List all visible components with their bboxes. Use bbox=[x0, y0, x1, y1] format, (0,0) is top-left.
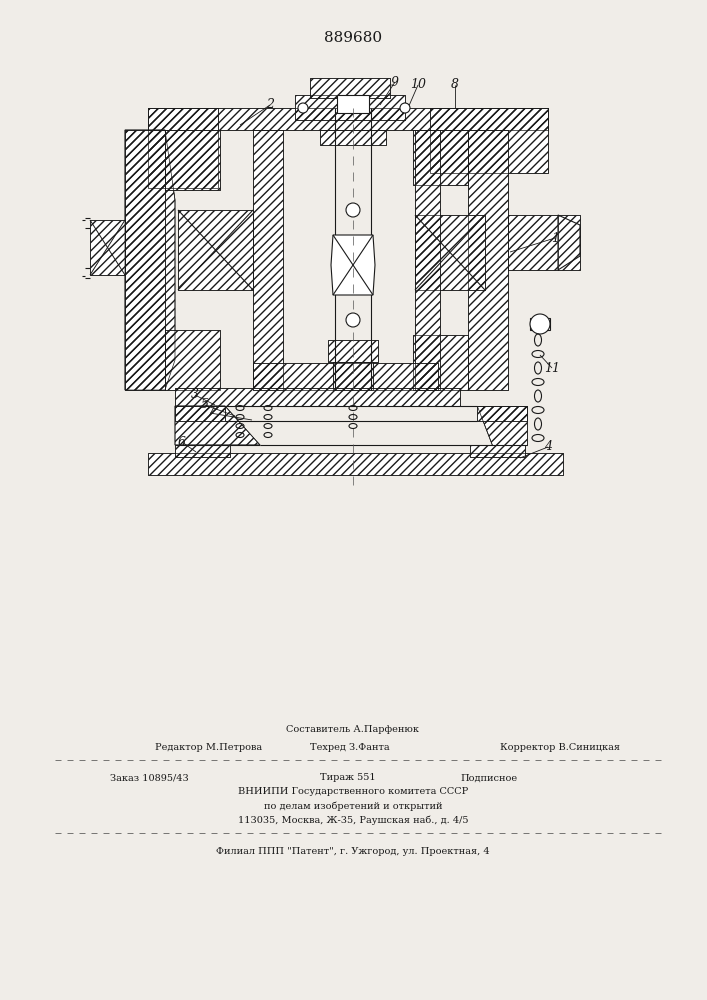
Bar bbox=[470, 445, 525, 457]
Bar bbox=[125, 130, 165, 390]
Text: 4: 4 bbox=[544, 440, 552, 454]
Bar bbox=[477, 406, 527, 421]
Bar bbox=[310, 78, 390, 98]
Polygon shape bbox=[125, 130, 175, 390]
Text: Составитель А.Парфенюк: Составитель А.Парфенюк bbox=[286, 726, 419, 734]
Bar bbox=[295, 95, 405, 120]
Bar bbox=[430, 108, 548, 173]
Bar bbox=[165, 330, 220, 390]
Text: Редактор М.Петрова: Редактор М.Петрова bbox=[155, 744, 262, 752]
Bar bbox=[530, 318, 550, 330]
Bar bbox=[558, 215, 580, 270]
Bar bbox=[477, 406, 527, 421]
Bar bbox=[320, 130, 386, 145]
Text: 11: 11 bbox=[544, 361, 560, 374]
Polygon shape bbox=[331, 235, 375, 295]
Bar bbox=[333, 362, 373, 390]
Bar bbox=[468, 130, 508, 390]
Bar bbox=[175, 406, 225, 421]
Bar bbox=[90, 220, 125, 275]
Text: Филиал ППП "Патент", г. Ужгород, ул. Проектная, 4: Филиал ППП "Патент", г. Ужгород, ул. Про… bbox=[216, 846, 490, 856]
Bar bbox=[413, 130, 468, 185]
Bar bbox=[468, 130, 508, 390]
Text: по делам изобретений и открытий: по делам изобретений и открытий bbox=[264, 801, 443, 811]
Bar bbox=[253, 130, 283, 390]
Bar bbox=[320, 130, 386, 145]
Text: 2: 2 bbox=[266, 99, 274, 111]
Bar bbox=[253, 363, 438, 390]
Bar bbox=[415, 215, 485, 290]
Bar bbox=[253, 130, 283, 390]
Bar bbox=[337, 95, 369, 113]
Bar bbox=[148, 453, 563, 475]
Bar bbox=[175, 445, 230, 457]
Polygon shape bbox=[477, 406, 527, 445]
Bar bbox=[165, 330, 220, 390]
Circle shape bbox=[400, 103, 410, 113]
Bar bbox=[413, 335, 468, 390]
Bar bbox=[508, 215, 558, 270]
Bar bbox=[175, 406, 225, 421]
Text: 7: 7 bbox=[206, 406, 214, 420]
Bar bbox=[90, 220, 125, 275]
Bar bbox=[310, 78, 390, 98]
Polygon shape bbox=[558, 215, 580, 270]
Bar bbox=[175, 388, 460, 406]
Text: 5: 5 bbox=[201, 398, 209, 412]
Text: Техред З.Фанта: Техред З.Фанта bbox=[310, 744, 390, 752]
Text: 6: 6 bbox=[178, 436, 186, 448]
Text: 3: 3 bbox=[191, 388, 199, 401]
Bar bbox=[413, 335, 468, 390]
Bar bbox=[175, 445, 230, 457]
Bar bbox=[470, 445, 525, 457]
Bar bbox=[253, 363, 438, 390]
Bar bbox=[165, 130, 220, 190]
Circle shape bbox=[346, 313, 360, 327]
Circle shape bbox=[298, 103, 308, 113]
Bar bbox=[125, 130, 165, 390]
Bar bbox=[148, 453, 563, 475]
Bar bbox=[333, 362, 373, 390]
Text: ВНИИПИ Государственного комитета СССР: ВНИИПИ Государственного комитета СССР bbox=[238, 788, 468, 796]
Bar bbox=[328, 340, 378, 362]
Text: 8: 8 bbox=[451, 79, 459, 92]
Text: 9: 9 bbox=[391, 76, 399, 89]
Bar bbox=[415, 130, 440, 390]
Bar bbox=[413, 130, 468, 185]
Polygon shape bbox=[175, 406, 260, 445]
Text: 1: 1 bbox=[551, 232, 559, 244]
Bar bbox=[165, 130, 220, 190]
Text: Заказ 10895/43: Заказ 10895/43 bbox=[110, 774, 189, 782]
Bar bbox=[508, 215, 558, 270]
Text: 10: 10 bbox=[410, 79, 426, 92]
Text: 113035, Москва, Ж-35, Раушская наб., д. 4/5: 113035, Москва, Ж-35, Раушская наб., д. … bbox=[238, 815, 468, 825]
Bar bbox=[328, 340, 378, 362]
Circle shape bbox=[346, 203, 360, 217]
Bar bbox=[178, 210, 253, 290]
Text: Подписное: Подписное bbox=[460, 774, 517, 782]
Bar bbox=[415, 215, 485, 290]
Bar bbox=[175, 388, 460, 406]
Bar bbox=[148, 108, 218, 188]
Text: 889680: 889680 bbox=[324, 31, 382, 45]
Bar bbox=[148, 108, 548, 130]
Text: Тираж 551: Тираж 551 bbox=[320, 774, 375, 782]
Bar bbox=[295, 95, 405, 120]
Bar bbox=[178, 210, 253, 290]
Circle shape bbox=[530, 314, 550, 334]
Bar bbox=[430, 108, 548, 173]
Text: Корректор В.Синицкая: Корректор В.Синицкая bbox=[500, 744, 620, 752]
Bar bbox=[415, 130, 440, 390]
Bar bbox=[148, 108, 218, 188]
Bar bbox=[148, 108, 548, 130]
Bar bbox=[558, 215, 580, 270]
